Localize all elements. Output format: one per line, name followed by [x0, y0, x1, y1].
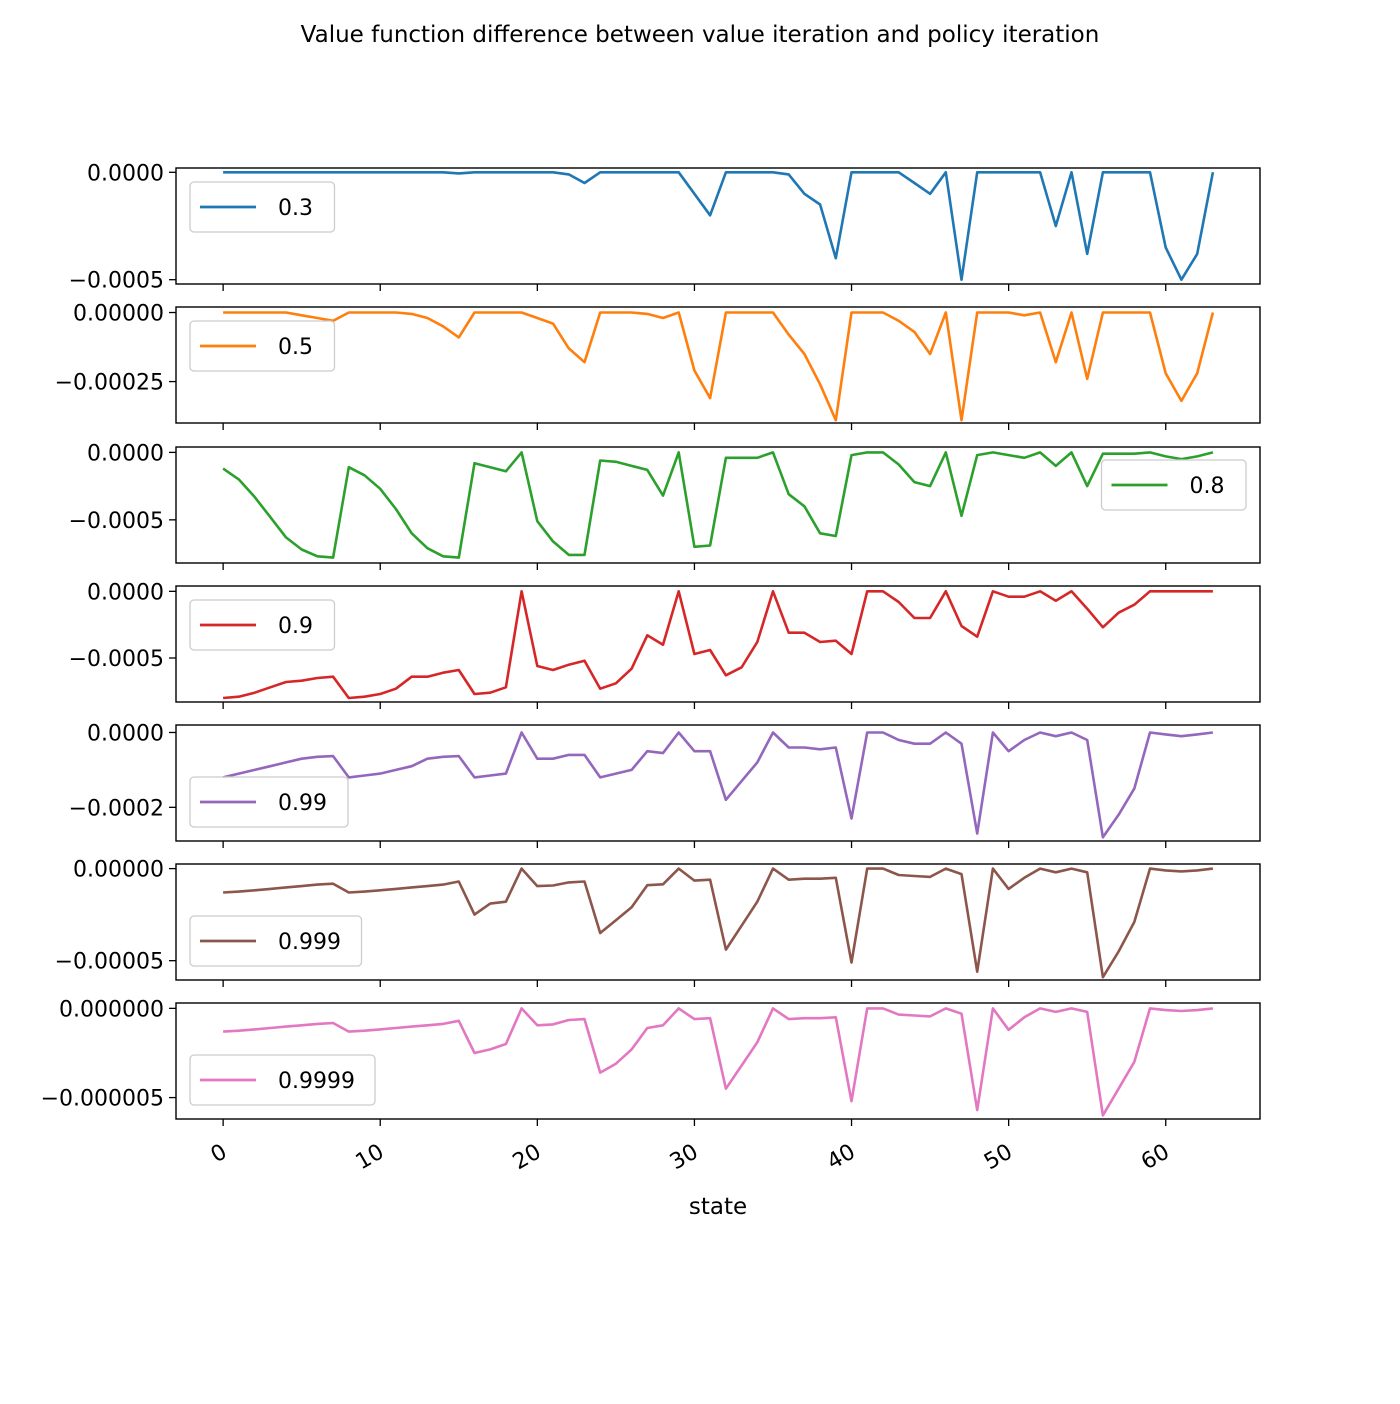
x-tick-label-6: 60: [1137, 1140, 1174, 1176]
y-tick-label-6-1: −0.000005: [41, 1087, 164, 1112]
chart-title: Value function difference between value …: [300, 22, 1100, 48]
y-tick-label-3-1: −0.0005: [69, 647, 164, 672]
axes-frame-4: [175, 724, 1261, 842]
y-tick-label-1-0: 0.00000: [73, 302, 164, 327]
legend-2: 0.8: [1100, 459, 1247, 511]
x-tick-label-1: 10: [352, 1140, 389, 1176]
y-tick-label-4-1: −0.0002: [69, 796, 164, 821]
legend-4: 0.99: [189, 776, 349, 828]
y-tick-label-4-0: 0.0000: [87, 721, 164, 746]
x-tick-label-5: 50: [980, 1140, 1017, 1176]
legend-label-4: 0.99: [278, 791, 327, 816]
legend-label-3: 0.9: [278, 614, 313, 639]
legend-5: 0.999: [189, 915, 363, 967]
x-tick-label-4: 40: [823, 1140, 860, 1176]
legend-label-2: 0.8: [1190, 474, 1225, 499]
axes-frame-0: [175, 167, 1261, 285]
legend-label-5: 0.999: [278, 930, 341, 955]
legend-box-0: [189, 181, 336, 233]
y-tick-label-2-0: 0.0000: [87, 441, 164, 466]
legend-label-0: 0.3: [278, 196, 313, 221]
axes-frame-3: [175, 585, 1261, 703]
subplot-2: 0.0000 −0.0005 0.8: [69, 441, 1261, 570]
y-tick-label-5-0: 0.00000: [73, 858, 164, 883]
series-line-3: [222, 589, 1213, 700]
series-line-4: [222, 731, 1214, 839]
axes-frame-2: [175, 446, 1261, 564]
subplot-3: 0.0000 −0.0005 0.9: [69, 580, 1261, 709]
x-tick-label-2: 20: [509, 1140, 546, 1176]
legend-box-5: [189, 915, 363, 967]
x-tick-label-3: 30: [666, 1140, 703, 1176]
y-tick-label-0-0: 0.0000: [87, 161, 164, 186]
legend-0: 0.3: [189, 181, 336, 233]
axes-frame-1: [175, 306, 1261, 424]
legend-box-1: [189, 320, 336, 372]
x-tick-label-0: 0: [207, 1140, 232, 1169]
y-tick-label-3-0: 0.0000: [87, 580, 164, 605]
y-tick-label-2-1: −0.0005: [69, 509, 164, 534]
subplot-1: 0.00000 −0.00025 0.5: [55, 302, 1261, 430]
series-line-2: [222, 451, 1214, 559]
axes-frame-6: [175, 1002, 1261, 1120]
series-line-5: [223, 867, 1214, 979]
subplot-5: 0.00000 −0.00005 0.999: [55, 858, 1261, 987]
axes-frame-5: [175, 863, 1261, 981]
subplot-0: 0.0000 −0.0005 0.3: [69, 161, 1261, 294]
y-tick-label-0-1: −0.0005: [69, 269, 164, 294]
series-line-1: [223, 311, 1215, 422]
legend-3: 0.9: [189, 599, 336, 651]
legend-box-6: [189, 1054, 376, 1106]
y-tick-label-1-1: −0.00025: [55, 371, 164, 396]
series-line-6: [223, 1007, 1214, 1117]
legend-label-1: 0.5: [278, 335, 313, 360]
x-axis-label: state: [689, 1194, 747, 1220]
subplot-4: 0.0000 −0.0002 0.99: [69, 721, 1261, 848]
legend-label-6: 0.9999: [278, 1069, 355, 1094]
series-line-0: [223, 171, 1215, 282]
y-tick-label-5-1: −0.00005: [55, 950, 164, 975]
legend-box-4: [189, 776, 349, 828]
subplot-6: 0.000000 −0.000005 0 10 20 30 40 50 60 0.9999: [41, 997, 1261, 1176]
legend-1: 0.5: [189, 320, 336, 372]
legend-box-2: [1100, 459, 1247, 511]
y-tick-label-6-0: 0.000000: [59, 997, 164, 1022]
legend-box-3: [189, 599, 336, 651]
legend-6: 0.9999: [189, 1054, 376, 1106]
